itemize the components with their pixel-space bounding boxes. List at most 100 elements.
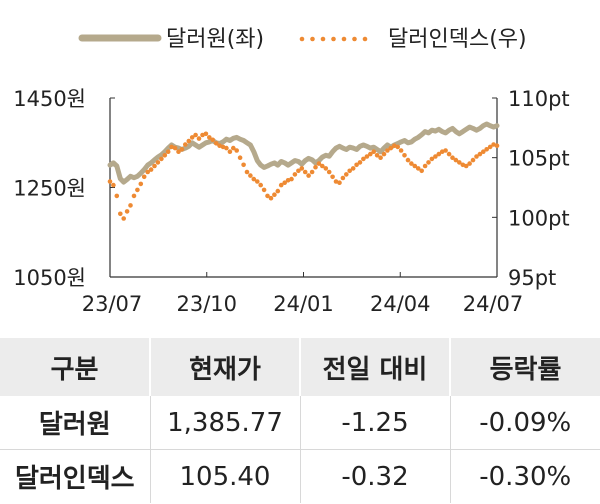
legend-swatch-dollar-index-dot [331,36,336,42]
data-point-dollar-index [114,193,120,199]
table-row: 달러원 1,385.77 -1.25 -0.09% [0,396,600,450]
data-point-dollar-index [131,193,137,199]
data-point-dollar-index [457,160,462,165]
data-point-dollar-index [251,176,257,182]
data-point-dollar-index [371,149,377,154]
data-point-dollar-index [111,182,116,188]
data-point-dollar-index [381,151,387,157]
data-point-dollar-index [234,148,239,153]
data-point-dollar-index [340,175,346,181]
header-change: 전일 대비 [300,338,451,396]
data-point-dollar-index [350,166,356,171]
data-point-dollar-index [145,169,150,175]
data-point-dollar-index [481,149,486,154]
data-point-dollar-index [292,172,298,177]
data-point-dollar-index [141,174,147,180]
data-point-dollar-index [176,149,181,154]
data-point-dollar-index [446,151,452,157]
right-tick-label: 100pt [508,206,570,230]
data-point-dollar-index [415,166,421,171]
data-point-dollar-index [210,137,215,143]
data-point-dollar-index [179,147,185,152]
data-point-dollar-index [474,154,479,159]
data-point-dollar-index [138,181,144,187]
data-point-dollar-index [159,156,164,162]
data-point-dollar-index [323,166,329,171]
left-axis-ticks: 1450원 1250원 1050원 [13,87,115,290]
data-point-dollar-index [152,163,157,169]
data-point-dollar-index [487,144,493,150]
data-point-dollar-index [306,173,311,178]
data-point-dollar-index [374,153,380,158]
data-point-dollar-index [344,172,349,177]
data-point-dollar-index [330,174,335,180]
data-point-dollar-index [248,173,253,178]
legend-swatch-dollar-index-dot [320,36,326,42]
data-point-dollar-index [463,163,469,169]
chart-axes [109,98,498,278]
data-point-dollar-index [388,145,394,151]
data-point-dollar-index [470,157,476,163]
data-point-dollar-index [107,179,113,184]
current-price-cell: 1,385.77 [150,396,301,450]
data-point-dollar-index [237,155,243,160]
data-point-dollar-index [337,180,342,185]
change-cell: -0.32 [300,449,451,503]
data-point-dollar-index [395,144,401,150]
table-row: 달러인덱스 105.40 -0.32 -0.30% [0,449,600,503]
data-point-dollar-index [357,160,363,165]
data-point-dollar-index [402,153,407,158]
data-point-dollar-index [320,163,325,169]
data-point-dollar-index [484,147,490,152]
left-tick-label: 1450원 [13,87,86,111]
data-point-dollar-index [313,164,318,170]
data-point-dollar-index [354,162,359,168]
header-change-rate: 등락률 [450,338,600,396]
data-point-dollar-index [429,156,435,162]
right-axis-ticks: 110pt 105pt 100pt 95pt [492,87,570,290]
series-dollar-index [107,131,500,221]
legend-label-krw-usd: 달러원(좌) [166,27,264,52]
data-point-dollar-index [227,149,233,154]
table-header-row: 구분 현재가 전일 대비 등락률 [0,338,600,396]
data-point-dollar-index [118,211,123,217]
data-point-dollar-index [275,188,281,194]
x-tick-label: 24/01 [273,292,334,316]
row-label: 달러원 [0,396,151,450]
right-tick-label: 110pt [508,87,570,111]
data-point-dollar-index [436,151,442,157]
data-point-dollar-index [196,136,202,141]
data-point-dollar-index [347,168,353,174]
data-point-dollar-index [254,179,260,184]
data-point-dollar-index [302,169,308,175]
current-price-cell: 105.40 [150,449,301,503]
data-point-dollar-index [364,154,370,159]
change-cell: -1.25 [300,396,451,450]
data-point-dollar-index [385,148,390,153]
x-axis-ticks: 23/07 23/10 24/01 24/04 24/07 [82,272,524,316]
data-point-dollar-index [398,148,404,153]
x-tick-label: 24/07 [463,292,524,316]
data-point-dollar-index [296,168,301,174]
data-point-dollar-index [268,195,274,201]
left-tick-label: 1050원 [13,266,86,290]
data-point-dollar-index [258,182,264,188]
data-point-dollar-index [422,163,428,169]
legend-swatch-dollar-index-dot [341,36,347,42]
legend-swatch-dollar-index-dot [352,36,357,42]
data-point-dollar-index [361,156,366,162]
data-point-dollar-index [405,157,411,163]
data-point-dollar-index [261,187,267,193]
data-point-dollar-index [186,138,192,144]
data-point-dollar-index [165,149,171,154]
data-point-dollar-index [412,163,418,169]
row-label: 달러인덱스 [0,449,151,503]
x-tick-label: 24/04 [370,292,431,316]
right-tick-label: 95pt [508,266,556,290]
data-point-dollar-index [128,203,133,208]
data-point-dollar-index [368,151,373,157]
data-point-dollar-index [453,157,459,163]
data-point-dollar-index [443,148,448,153]
data-point-dollar-index [426,160,431,165]
data-point-dollar-index [148,167,154,172]
